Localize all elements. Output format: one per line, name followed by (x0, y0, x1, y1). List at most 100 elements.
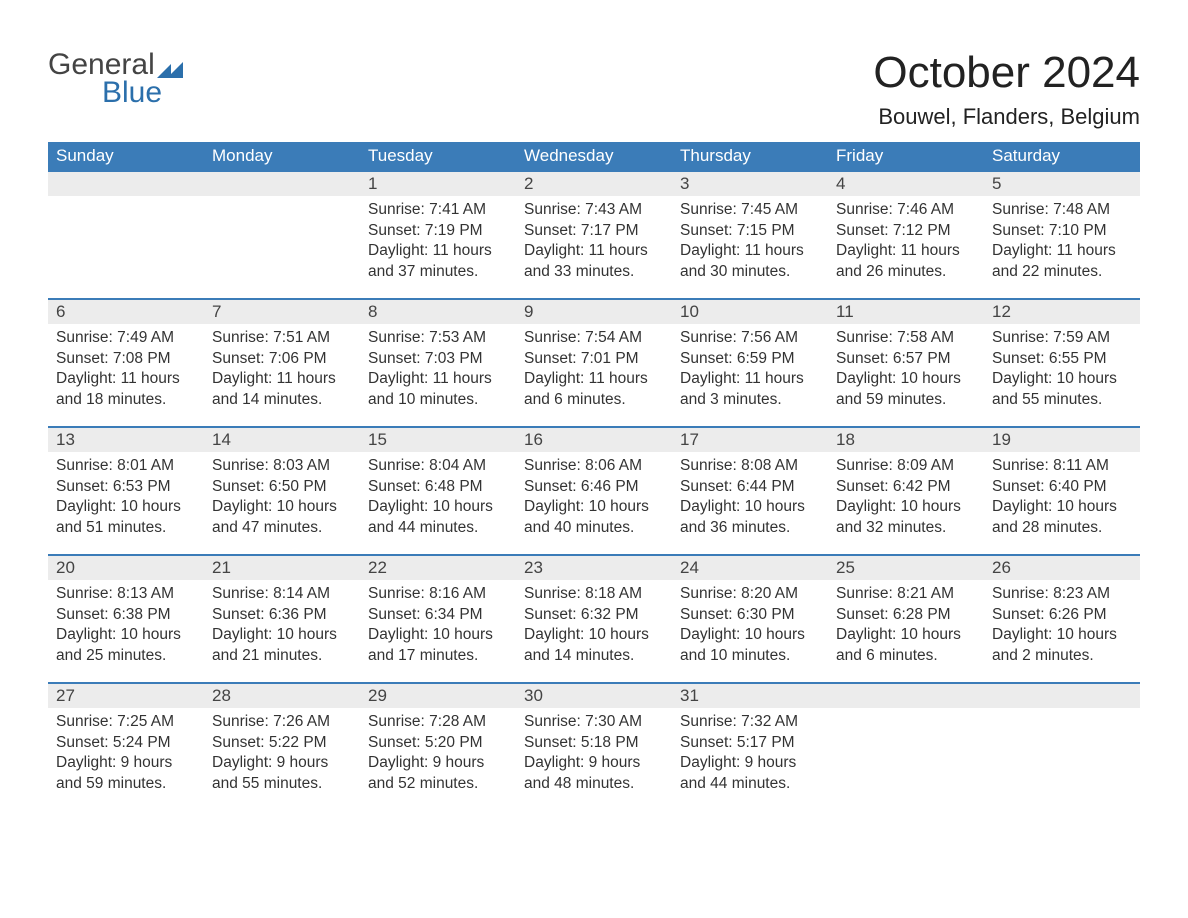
calendar-day-cell: 2Sunrise: 7:43 AMSunset: 7:17 PMDaylight… (516, 170, 672, 298)
sunrise-line: Sunrise: 8:14 AM (212, 584, 352, 605)
day-body: Sunrise: 8:20 AMSunset: 6:30 PMDaylight:… (672, 580, 828, 674)
daylight-line1: Daylight: 10 hours (836, 369, 976, 390)
day-number: 11 (828, 298, 984, 324)
day-body: Sunrise: 8:11 AMSunset: 6:40 PMDaylight:… (984, 452, 1140, 546)
sunrise-line: Sunrise: 8:04 AM (368, 456, 508, 477)
day-number: 28 (204, 682, 360, 708)
day-body: Sunrise: 7:58 AMSunset: 6:57 PMDaylight:… (828, 324, 984, 418)
daylight-line1: Daylight: 10 hours (368, 497, 508, 518)
day-body: Sunrise: 8:09 AMSunset: 6:42 PMDaylight:… (828, 452, 984, 546)
daylight-line2: and 59 minutes. (56, 774, 196, 795)
location: Bouwel, Flanders, Belgium (873, 104, 1140, 130)
sunset-line: Sunset: 6:32 PM (524, 605, 664, 626)
calendar-day-cell: 24Sunrise: 8:20 AMSunset: 6:30 PMDayligh… (672, 554, 828, 682)
daylight-line1: Daylight: 10 hours (212, 625, 352, 646)
sunset-line: Sunset: 7:01 PM (524, 349, 664, 370)
daylight-line2: and 21 minutes. (212, 646, 352, 667)
sunrise-line: Sunrise: 7:30 AM (524, 712, 664, 733)
sunset-line: Sunset: 7:06 PM (212, 349, 352, 370)
daylight-line2: and 17 minutes. (368, 646, 508, 667)
day-body: Sunrise: 7:54 AMSunset: 7:01 PMDaylight:… (516, 324, 672, 418)
sunset-line: Sunset: 5:17 PM (680, 733, 820, 754)
empty-day (984, 682, 1140, 708)
sunset-line: Sunset: 5:24 PM (56, 733, 196, 754)
daylight-line1: Daylight: 10 hours (680, 497, 820, 518)
daylight-line2: and 44 minutes. (368, 518, 508, 539)
sunrise-line: Sunrise: 8:23 AM (992, 584, 1132, 605)
daylight-line1: Daylight: 11 hours (368, 241, 508, 262)
sunset-line: Sunset: 6:38 PM (56, 605, 196, 626)
sunrise-line: Sunrise: 7:48 AM (992, 200, 1132, 221)
sunset-line: Sunset: 7:12 PM (836, 221, 976, 242)
weekday-header-row: SundayMondayTuesdayWednesdayThursdayFrid… (48, 142, 1140, 170)
daylight-line1: Daylight: 11 hours (680, 369, 820, 390)
sunset-line: Sunset: 5:18 PM (524, 733, 664, 754)
day-body: Sunrise: 7:56 AMSunset: 6:59 PMDaylight:… (672, 324, 828, 418)
day-body: Sunrise: 8:03 AMSunset: 6:50 PMDaylight:… (204, 452, 360, 546)
day-number: 23 (516, 554, 672, 580)
calendar-day-cell: 3Sunrise: 7:45 AMSunset: 7:15 PMDaylight… (672, 170, 828, 298)
daylight-line2: and 52 minutes. (368, 774, 508, 795)
daylight-line1: Daylight: 10 hours (992, 625, 1132, 646)
sunrise-line: Sunrise: 8:06 AM (524, 456, 664, 477)
day-number: 1 (360, 170, 516, 196)
day-number: 8 (360, 298, 516, 324)
sunset-line: Sunset: 6:50 PM (212, 477, 352, 498)
day-body: Sunrise: 7:46 AMSunset: 7:12 PMDaylight:… (828, 196, 984, 290)
daylight-line2: and 36 minutes. (680, 518, 820, 539)
empty-day (204, 170, 360, 196)
daylight-line2: and 25 minutes. (56, 646, 196, 667)
daylight-line2: and 10 minutes. (368, 390, 508, 411)
day-number: 4 (828, 170, 984, 196)
sunrise-line: Sunrise: 8:21 AM (836, 584, 976, 605)
day-body: Sunrise: 8:04 AMSunset: 6:48 PMDaylight:… (360, 452, 516, 546)
calendar-day-cell: 30Sunrise: 7:30 AMSunset: 5:18 PMDayligh… (516, 682, 672, 810)
empty-day (828, 682, 984, 708)
logo: GeneralBlue (48, 48, 183, 110)
day-number: 5 (984, 170, 1140, 196)
sunset-line: Sunset: 7:10 PM (992, 221, 1132, 242)
sunrise-line: Sunrise: 8:18 AM (524, 584, 664, 605)
day-body: Sunrise: 7:25 AMSunset: 5:24 PMDaylight:… (48, 708, 204, 802)
sunrise-line: Sunrise: 7:46 AM (836, 200, 976, 221)
day-number: 6 (48, 298, 204, 324)
sunset-line: Sunset: 7:19 PM (368, 221, 508, 242)
sunrise-line: Sunrise: 7:45 AM (680, 200, 820, 221)
sunrise-line: Sunrise: 7:41 AM (368, 200, 508, 221)
sunrise-line: Sunrise: 8:08 AM (680, 456, 820, 477)
calendar-week-row: 13Sunrise: 8:01 AMSunset: 6:53 PMDayligh… (48, 426, 1140, 554)
daylight-line1: Daylight: 9 hours (680, 753, 820, 774)
daylight-line1: Daylight: 9 hours (524, 753, 664, 774)
calendar-day-cell (204, 170, 360, 298)
day-number: 15 (360, 426, 516, 452)
daylight-line2: and 33 minutes. (524, 262, 664, 283)
calendar-day-cell: 20Sunrise: 8:13 AMSunset: 6:38 PMDayligh… (48, 554, 204, 682)
calendar-day-cell: 29Sunrise: 7:28 AMSunset: 5:20 PMDayligh… (360, 682, 516, 810)
day-body: Sunrise: 7:28 AMSunset: 5:20 PMDaylight:… (360, 708, 516, 802)
day-body: Sunrise: 7:53 AMSunset: 7:03 PMDaylight:… (360, 324, 516, 418)
calendar-day-cell: 25Sunrise: 8:21 AMSunset: 6:28 PMDayligh… (828, 554, 984, 682)
day-body: Sunrise: 7:32 AMSunset: 5:17 PMDaylight:… (672, 708, 828, 802)
calendar-day-cell (828, 682, 984, 810)
calendar-day-cell (984, 682, 1140, 810)
daylight-line2: and 10 minutes. (680, 646, 820, 667)
daylight-line2: and 48 minutes. (524, 774, 664, 795)
sunset-line: Sunset: 6:55 PM (992, 349, 1132, 370)
day-number: 9 (516, 298, 672, 324)
daylight-line2: and 18 minutes. (56, 390, 196, 411)
sunrise-line: Sunrise: 7:28 AM (368, 712, 508, 733)
calendar-day-cell (48, 170, 204, 298)
daylight-line1: Daylight: 11 hours (680, 241, 820, 262)
daylight-line2: and 22 minutes. (992, 262, 1132, 283)
sunrise-line: Sunrise: 8:11 AM (992, 456, 1132, 477)
day-body: Sunrise: 8:23 AMSunset: 6:26 PMDaylight:… (984, 580, 1140, 674)
daylight-line2: and 14 minutes. (524, 646, 664, 667)
day-body: Sunrise: 8:14 AMSunset: 6:36 PMDaylight:… (204, 580, 360, 674)
daylight-line2: and 6 minutes. (524, 390, 664, 411)
day-number: 3 (672, 170, 828, 196)
day-number: 22 (360, 554, 516, 580)
calendar-day-cell: 21Sunrise: 8:14 AMSunset: 6:36 PMDayligh… (204, 554, 360, 682)
calendar-day-cell: 11Sunrise: 7:58 AMSunset: 6:57 PMDayligh… (828, 298, 984, 426)
calendar-day-cell: 28Sunrise: 7:26 AMSunset: 5:22 PMDayligh… (204, 682, 360, 810)
calendar-day-cell: 16Sunrise: 8:06 AMSunset: 6:46 PMDayligh… (516, 426, 672, 554)
